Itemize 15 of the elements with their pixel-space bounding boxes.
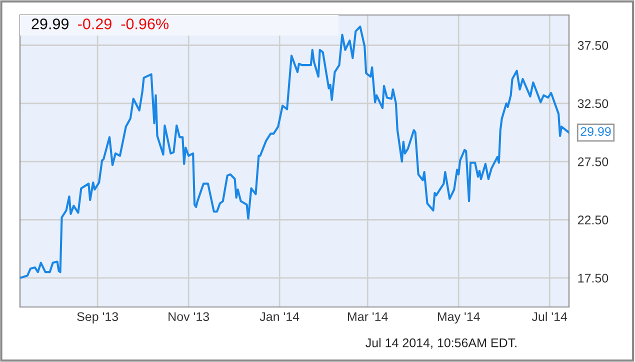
chart-subtitle: -0.29 -0.96% bbox=[78, 18, 169, 30]
y-tick-label: 22.50 bbox=[578, 216, 608, 224]
x-tick-label: Jan '14 bbox=[260, 312, 300, 322]
annotation: 29.99 bbox=[580, 127, 611, 136]
text: Jul 14 2014, 10:56AM EDT. bbox=[366, 338, 516, 349]
x-tick-label: Mar '14 bbox=[348, 312, 388, 322]
x-tick-label: Sep '13 bbox=[77, 312, 118, 324]
x-tick-label: Jul '14 bbox=[532, 312, 568, 322]
y-tick-label: 32.50 bbox=[578, 99, 608, 108]
x-tick-label: Nov '13 bbox=[168, 312, 210, 322]
y-tick-label: 17.50 bbox=[578, 274, 608, 283]
y-tick-label: 27.50 bbox=[578, 157, 608, 166]
chart-title: 29.99 bbox=[32, 18, 68, 30]
y-tick-label: 37.50 bbox=[578, 41, 608, 50]
x-tick-label: May '14 bbox=[438, 312, 480, 324]
